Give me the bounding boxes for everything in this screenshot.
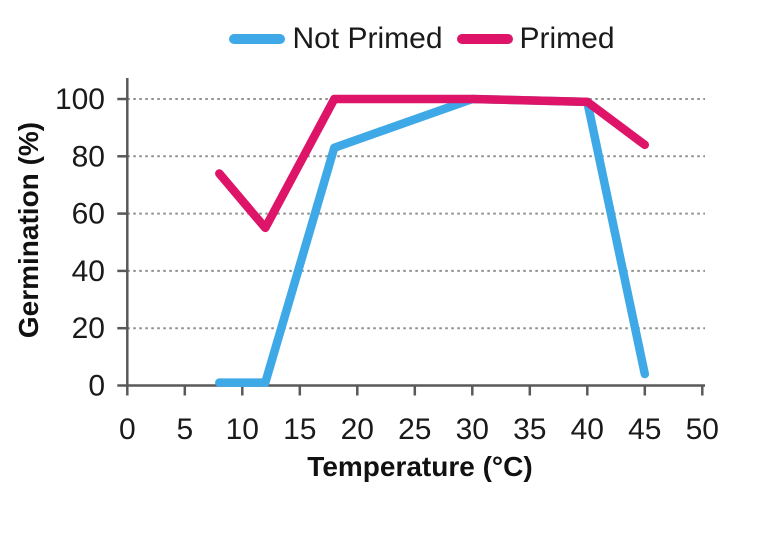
y-axis-title: Germination (%) xyxy=(13,121,44,339)
y-tick-label-0: 0 xyxy=(88,370,105,403)
x-tick-label-45: 45 xyxy=(628,413,661,446)
legend-swatch-not-primed xyxy=(229,34,286,44)
y-tick-label-100: 100 xyxy=(55,83,105,116)
x-tick-label-35: 35 xyxy=(513,413,546,446)
legend-label-not-primed: Not Primed xyxy=(292,22,443,55)
x-tick-label-20: 20 xyxy=(341,413,374,446)
y-tick-label-40: 40 xyxy=(72,255,105,288)
series-line-primed xyxy=(215,94,650,233)
legend-label-primed: Primed xyxy=(519,22,615,55)
x-tick-label-0: 0 xyxy=(119,413,136,446)
series-line-not-primed xyxy=(215,94,650,387)
y-tick-label-60: 60 xyxy=(72,198,105,231)
x-axis-title: Temperature (°C) xyxy=(307,451,533,482)
legend-swatch-primed xyxy=(456,34,513,44)
x-tick-label-50: 50 xyxy=(686,413,719,446)
chart-legend: Not Primed Primed xyxy=(38,22,768,56)
x-tick-label-30: 30 xyxy=(456,413,489,446)
x-tick-label-10: 10 xyxy=(226,413,259,446)
y-tick-label-80: 80 xyxy=(72,140,105,173)
legend-item-primed: Primed xyxy=(456,22,615,56)
x-tick-label-5: 5 xyxy=(176,413,193,446)
x-tick-label-25: 25 xyxy=(398,413,431,446)
x-tick-label-15: 15 xyxy=(283,413,316,446)
legend-item-not-primed: Not Primed xyxy=(229,22,443,56)
x-tick-label-40: 40 xyxy=(571,413,604,446)
y-tick-label-20: 20 xyxy=(72,312,105,345)
